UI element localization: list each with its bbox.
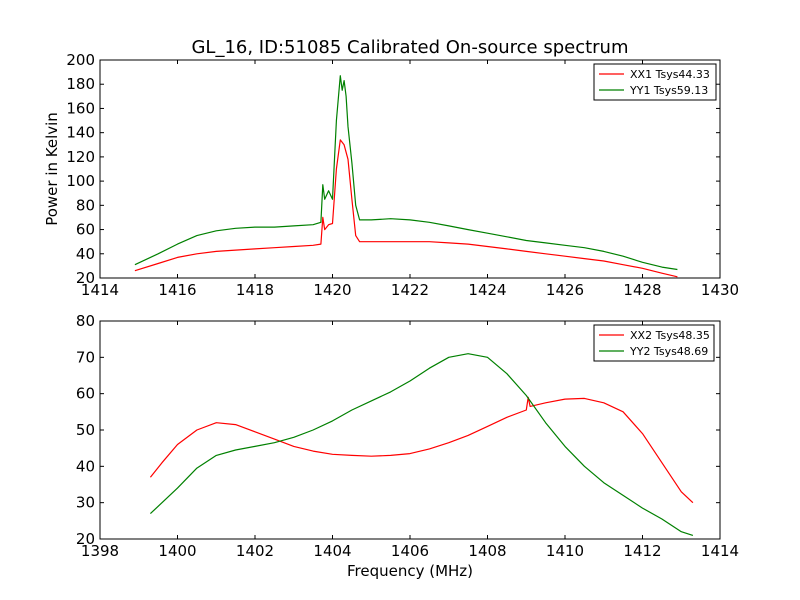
y-tick-label: 40	[76, 245, 95, 263]
legend-box	[593, 63, 717, 101]
x-tick-label: 1412	[623, 542, 661, 560]
series-line-yy1	[134, 75, 678, 271]
y-tick-label: 70	[76, 348, 95, 366]
x-tick-label: 1426	[546, 281, 584, 299]
x-tick-label: 1420	[313, 281, 351, 299]
y-tick-label: 80	[76, 196, 95, 214]
y-tick-label: 140	[66, 124, 95, 142]
y-tick-label: 200	[66, 51, 95, 69]
y-tick-label: 80	[76, 312, 95, 330]
y-tick-label: 40	[76, 457, 95, 475]
y-tick-label: 100	[66, 172, 95, 190]
y-tick-label: 60	[76, 221, 95, 239]
y-tick-label: 30	[76, 494, 95, 512]
y-tick-label: 20	[76, 269, 95, 287]
x-tick-label: 1406	[391, 542, 429, 560]
x-tick-label: 1416	[158, 281, 196, 299]
x-tick-label: 1408	[468, 542, 506, 560]
y-tick-label: 120	[66, 148, 95, 166]
figure-title: GL_16, ID:51085 Calibrated On-source spe…	[191, 37, 628, 58]
legend: XX1 Tsys44.33 YY1 Tsys59.13	[593, 63, 717, 101]
x-tick-label: 1398	[81, 542, 119, 560]
y-axis-label: Power in Kelvin	[43, 112, 61, 226]
series-line-xx1	[134, 139, 678, 278]
x-axis-label: Frequency (MHz)	[347, 562, 473, 580]
legend: XX2 Tsys48.35 YY2 Tsys48.69	[593, 324, 715, 362]
plot-panels: 1414 1416 1418 1420 1422 1424 1426 1428 1430 20 40…	[66, 51, 739, 560]
x-tick-label: 1400	[158, 542, 196, 560]
legend-label: YY1 Tsys59.13	[629, 84, 708, 97]
x-tick-label: 1418	[236, 281, 274, 299]
y-tick-label: 160	[66, 99, 95, 117]
x-tick-label: 1402	[236, 542, 274, 560]
legend-label: YY2 Tsys48.69	[629, 345, 708, 358]
legend-label: XX1 Tsys44.33	[630, 68, 710, 81]
legend-label: XX2 Tsys48.35	[630, 329, 710, 342]
x-tick-label: 1410	[546, 542, 584, 560]
x-tick-label: 1424	[468, 281, 506, 299]
x-tick-label: 1430	[701, 281, 739, 299]
panel-2: 1398 1400 1402 1404 1406 1408 1410 1412 1414 20 30…	[76, 312, 739, 560]
series-line-xx2	[149, 396, 694, 504]
x-tick-label: 1422	[391, 281, 429, 299]
x-tick-label: 1414	[81, 281, 119, 299]
x-tick-label: 1404	[313, 542, 351, 560]
legend-box	[593, 324, 715, 362]
y-tick-label: 50	[76, 421, 95, 439]
panel-1: 1414 1416 1418 1420 1422 1424 1426 1428 1430 20 40…	[66, 51, 739, 299]
y-tick-label: 180	[66, 75, 95, 93]
x-tick-label: 1428	[623, 281, 661, 299]
series-line-yy2	[149, 353, 694, 536]
x-tick-label: 1414	[701, 542, 739, 560]
y-tick-label: 60	[76, 385, 95, 403]
y-tick-label: 20	[76, 530, 95, 548]
